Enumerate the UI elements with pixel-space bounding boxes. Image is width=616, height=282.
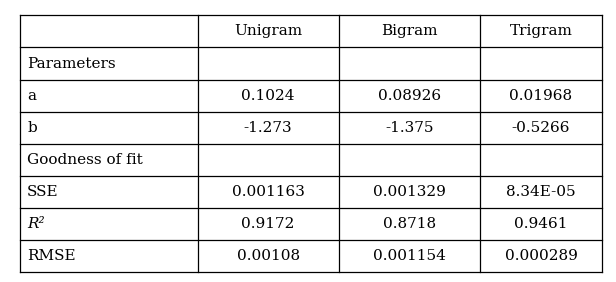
Text: 0.9172: 0.9172 (241, 217, 295, 231)
Text: 0.001163: 0.001163 (232, 185, 304, 199)
Text: Goodness of fit: Goodness of fit (27, 153, 143, 167)
Text: Trigram: Trigram (509, 25, 572, 38)
Text: 0.000289: 0.000289 (505, 249, 577, 263)
Text: b: b (27, 121, 37, 135)
Text: RMSE: RMSE (27, 249, 76, 263)
Text: 8.34E-05: 8.34E-05 (506, 185, 576, 199)
Text: 0.01968: 0.01968 (509, 89, 573, 103)
Text: a: a (27, 89, 36, 103)
Text: SSE: SSE (27, 185, 59, 199)
Text: -0.5266: -0.5266 (512, 121, 570, 135)
Text: Bigram: Bigram (381, 25, 437, 38)
Text: -1.375: -1.375 (385, 121, 434, 135)
Text: Parameters: Parameters (27, 56, 116, 70)
Text: 0.9461: 0.9461 (514, 217, 568, 231)
Text: -1.273: -1.273 (244, 121, 293, 135)
Text: Unigram: Unigram (234, 25, 302, 38)
Text: 0.8718: 0.8718 (383, 217, 436, 231)
Text: 0.001329: 0.001329 (373, 185, 445, 199)
Text: 0.08926: 0.08926 (378, 89, 440, 103)
Text: 0.00108: 0.00108 (237, 249, 300, 263)
Text: 0.001154: 0.001154 (373, 249, 445, 263)
Text: 0.1024: 0.1024 (241, 89, 295, 103)
Text: R²: R² (27, 217, 45, 231)
